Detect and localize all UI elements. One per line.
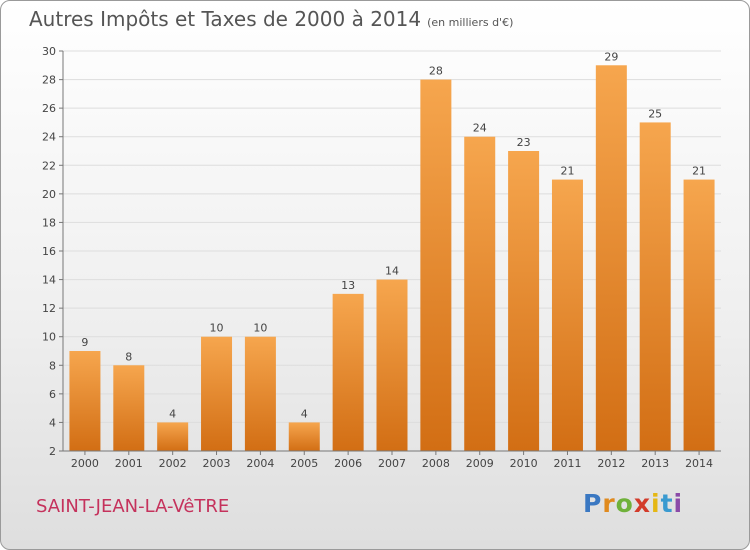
value-label-2010: 23 <box>517 136 531 149</box>
x-tick-label-2014: 2014 <box>685 457 713 470</box>
value-label-2001: 8 <box>125 350 132 363</box>
x-tick-label-2006: 2006 <box>334 457 362 470</box>
bars: 9 8 4 10 10 4 13 14 28 24 23 21 29 25 21 <box>69 50 715 452</box>
x-tick-label-2007: 2007 <box>378 457 406 470</box>
value-label-2007: 14 <box>385 265 399 278</box>
bar-2008 <box>420 79 452 452</box>
x-tick-label-2010: 2010 <box>510 457 538 470</box>
y-tick-label: 24 <box>42 131 56 144</box>
bar-2001 <box>113 365 145 451</box>
y-tick-label: 2 <box>49 445 56 458</box>
y-tick-label: 26 <box>42 102 56 115</box>
value-label-2004: 10 <box>253 322 267 335</box>
y-tick-label: 16 <box>42 245 56 258</box>
y-tick-label: 28 <box>42 74 56 87</box>
y-tick-label: 12 <box>42 302 56 315</box>
value-label-2009: 24 <box>473 122 487 135</box>
value-label-2000: 9 <box>81 336 88 349</box>
x-tick-label-2000: 2000 <box>71 457 99 470</box>
y-tick-label: 4 <box>49 416 56 429</box>
bar-2009 <box>464 136 496 451</box>
x-tick-label-2013: 2013 <box>641 457 669 470</box>
chart-subtitle: (en milliers d'€) <box>427 16 514 29</box>
bar-2002 <box>157 422 189 451</box>
value-label-2013: 25 <box>648 107 662 120</box>
x-tick-label-2011: 2011 <box>553 457 581 470</box>
x-tick-label-2008: 2008 <box>422 457 450 470</box>
y-tick-label: 22 <box>42 159 56 172</box>
value-label-2014: 21 <box>692 165 706 178</box>
y-tick-label: 20 <box>42 188 56 201</box>
y-tick-label: 18 <box>42 216 56 229</box>
x-tick-label-2003: 2003 <box>203 457 231 470</box>
bar-2010 <box>508 151 540 451</box>
x-tick-label-2004: 2004 <box>246 457 274 470</box>
bar-2003 <box>201 336 233 451</box>
value-label-2003: 10 <box>210 322 224 335</box>
value-label-2006: 13 <box>341 279 355 292</box>
chart-title: Autres Impôts et Taxes de 2000 à 2014 <box>29 7 422 31</box>
bar-2014 <box>683 179 715 452</box>
x-tick-label-2012: 2012 <box>597 457 625 470</box>
x-tick-label-2002: 2002 <box>159 457 187 470</box>
proxiti-logo: Proxiti <box>583 489 684 518</box>
y-tick-label: 8 <box>49 359 56 372</box>
bar-2007 <box>376 279 408 451</box>
value-label-2005: 4 <box>301 407 308 420</box>
value-label-2011: 21 <box>560 165 574 178</box>
bar-2000 <box>69 351 101 451</box>
bar-2004 <box>244 336 276 451</box>
chart-title-block: Autres Impôts et Taxes de 2000 à 2014 (en… <box>29 7 513 31</box>
bar-2011 <box>551 179 583 452</box>
city-name: SAINT-JEAN-LA-VêTRE <box>36 496 230 517</box>
value-label-2008: 28 <box>429 65 443 78</box>
value-label-2002: 4 <box>169 407 176 420</box>
bar-2012 <box>595 65 627 452</box>
bar-2013 <box>639 122 671 451</box>
bar-2005 <box>288 422 320 451</box>
x-tick-label-2009: 2009 <box>466 457 494 470</box>
bar-2006 <box>332 293 364 451</box>
x-tick-label-2005: 2005 <box>290 457 318 470</box>
value-label-2012: 29 <box>604 50 618 63</box>
x-tick-label-2001: 2001 <box>115 457 143 470</box>
y-tick-label: 10 <box>42 331 56 344</box>
y-tick-label: 6 <box>49 388 56 401</box>
y-tick-label: 14 <box>42 274 56 287</box>
y-tick-label: 30 <box>42 45 56 58</box>
